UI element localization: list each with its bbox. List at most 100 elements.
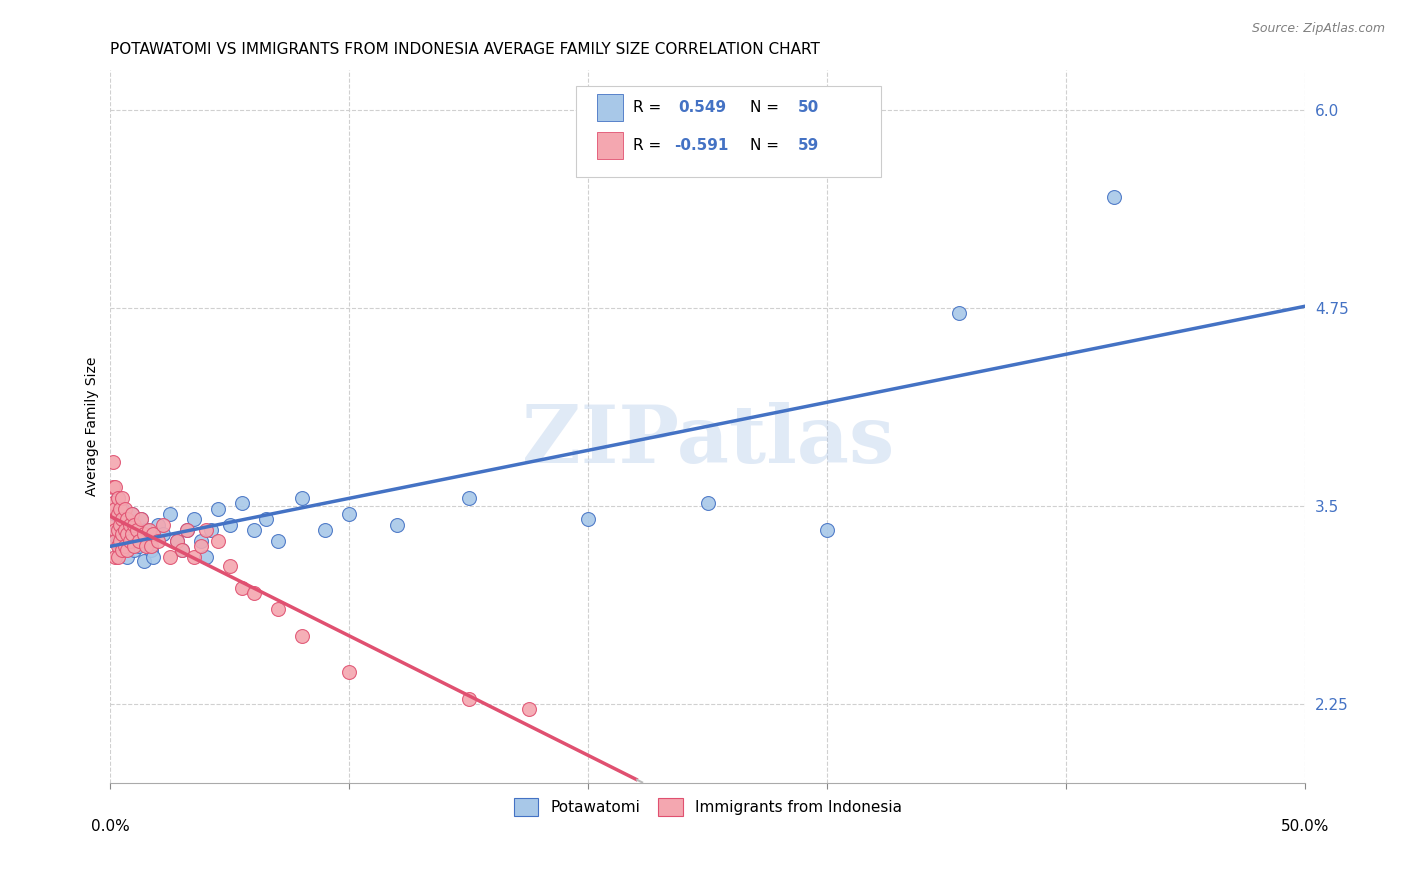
Point (111, 527, 134, 541)
Point (132, 554, 155, 568)
Point (207, 533, 229, 548)
Point (111, 523, 134, 537)
Point (107, 491, 129, 505)
Point (125, 523, 148, 537)
Point (104, 523, 127, 537)
Point (148, 533, 170, 548)
Point (107, 539, 129, 553)
Point (111, 491, 134, 505)
Text: -0.591: -0.591 (675, 137, 728, 153)
FancyBboxPatch shape (596, 131, 623, 159)
Point (108, 517, 131, 532)
Point (124, 527, 146, 541)
Point (696, 496, 718, 510)
Point (166, 533, 188, 548)
Point (159, 507, 181, 521)
Point (121, 507, 143, 521)
Point (190, 533, 212, 548)
Point (207, 502, 229, 516)
Point (124, 517, 146, 532)
Point (118, 517, 141, 532)
Point (107, 507, 129, 521)
Point (104, 502, 127, 516)
Point (339, 507, 361, 521)
Point (107, 549, 129, 564)
Point (159, 549, 181, 564)
Point (111, 502, 134, 516)
Point (387, 517, 409, 532)
Point (267, 533, 290, 548)
Point (138, 533, 160, 548)
Point (115, 523, 138, 537)
Point (172, 543, 194, 558)
Point (101, 527, 124, 541)
Text: 50.0%: 50.0% (1281, 819, 1330, 834)
Point (815, 523, 838, 537)
Point (131, 511, 153, 525)
Point (183, 511, 205, 525)
Point (104, 549, 127, 564)
Point (107, 533, 129, 548)
Point (183, 549, 205, 564)
Point (108, 533, 131, 548)
Point (243, 586, 266, 600)
Point (190, 539, 212, 553)
Point (231, 496, 253, 510)
Point (139, 543, 162, 558)
Point (267, 602, 290, 616)
Point (114, 523, 136, 537)
Point (176, 523, 198, 537)
Point (128, 533, 150, 548)
Point (148, 517, 170, 532)
Point (115, 511, 138, 525)
Point (576, 511, 599, 525)
Text: 59: 59 (797, 137, 818, 153)
Point (142, 527, 165, 541)
Point (243, 523, 266, 537)
Point (124, 539, 146, 553)
Point (118, 533, 141, 548)
Point (176, 523, 198, 537)
Text: R =: R = (633, 100, 665, 115)
Point (457, 491, 479, 505)
Legend: Potawatomi, Immigrants from Indonesia: Potawatomi, Immigrants from Indonesia (508, 792, 908, 822)
Point (131, 511, 153, 525)
Text: N =: N = (749, 137, 783, 153)
Point (135, 539, 157, 553)
Point (108, 517, 131, 532)
Text: N =: N = (749, 100, 783, 115)
Point (101, 454, 124, 468)
Point (111, 511, 134, 525)
Text: POTAWATOMI VS IMMIGRANTS FROM INDONESIA AVERAGE FAMILY SIZE CORRELATION CHART: POTAWATOMI VS IMMIGRANTS FROM INDONESIA … (111, 42, 820, 57)
Point (219, 517, 242, 532)
Point (124, 543, 146, 558)
Point (115, 549, 138, 564)
Point (166, 533, 188, 548)
Text: 0.549: 0.549 (678, 100, 725, 115)
Point (114, 539, 136, 553)
Point (114, 511, 136, 525)
Point (118, 533, 141, 548)
Point (231, 581, 253, 595)
Point (291, 491, 314, 505)
Point (152, 517, 174, 532)
Point (291, 629, 314, 643)
Point (142, 549, 165, 564)
Point (104, 533, 127, 548)
Point (315, 523, 337, 537)
Text: 0.0%: 0.0% (91, 819, 129, 834)
Point (517, 701, 540, 715)
Point (114, 539, 136, 553)
Point (114, 502, 136, 516)
Point (101, 496, 124, 510)
Point (135, 523, 157, 537)
Text: 50: 50 (797, 100, 818, 115)
Point (121, 507, 143, 521)
Point (254, 511, 277, 525)
Point (107, 491, 129, 505)
Point (339, 665, 361, 680)
Point (108, 543, 131, 558)
Y-axis label: Average Family Size: Average Family Size (86, 357, 100, 497)
Point (108, 502, 131, 516)
Point (172, 543, 194, 558)
